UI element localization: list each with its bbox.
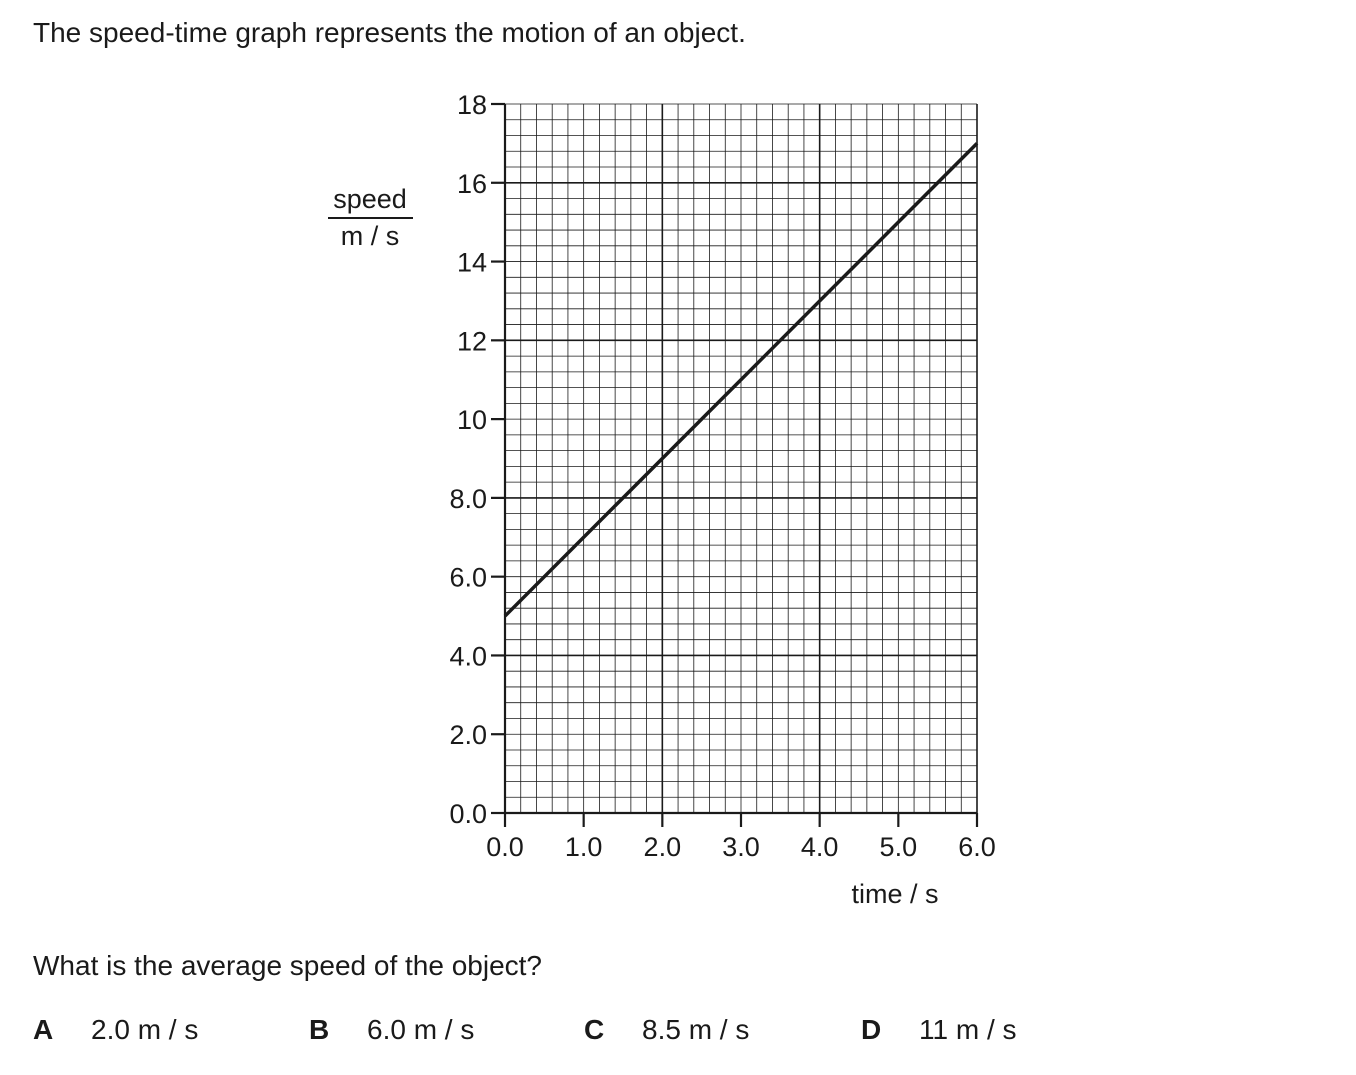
x-tick-label: 2.0 xyxy=(644,832,682,862)
x-tick-label: 4.0 xyxy=(801,832,839,862)
y-tick-labels: 0.0 2.0 4.0 6.0 8.0 10 12 14 16 18 xyxy=(449,90,487,829)
option-c-letter: C xyxy=(584,1014,605,1045)
y-tick-label: 6.0 xyxy=(449,563,487,593)
option-d-letter: D xyxy=(861,1014,882,1045)
x-axis-label: time / s xyxy=(851,879,938,909)
option-c-value: 8.5 m / s xyxy=(642,1014,750,1045)
question-intro: The speed-time graph represents the moti… xyxy=(33,17,746,48)
y-tick-label: 4.0 xyxy=(449,641,487,671)
y-tick-label: 8.0 xyxy=(449,484,487,514)
speed-time-graph: 0.0 2.0 4.0 6.0 8.0 10 12 14 16 18 0.0 1.0 2.0 3.0 4.… xyxy=(328,90,996,909)
y-tick-label: 14 xyxy=(457,248,487,278)
y-tick-label: 0.0 xyxy=(449,799,487,829)
x-tick-label: 5.0 xyxy=(880,832,918,862)
option-b-letter: B xyxy=(309,1014,330,1045)
tick-marks xyxy=(491,102,979,827)
y-tick-label: 2.0 xyxy=(449,720,487,750)
x-tick-labels: 0.0 1.0 2.0 3.0 4.0 5.0 6.0 xyxy=(486,832,996,862)
option-a-letter: A xyxy=(33,1014,54,1045)
x-tick-label: 6.0 xyxy=(958,832,996,862)
option-d-value: 11 m / s xyxy=(919,1014,1017,1045)
y-axis-label-unit: m / s xyxy=(341,221,400,251)
y-tick-label: 10 xyxy=(457,405,487,435)
y-tick-label: 12 xyxy=(457,326,487,356)
option-c[interactable]: C 8.5 m / s xyxy=(584,1014,749,1046)
x-tick-label: 1.0 xyxy=(565,832,603,862)
y-tick-label: 16 xyxy=(457,169,487,199)
series-layer xyxy=(503,142,979,618)
y-tick-label: 18 xyxy=(457,90,487,120)
x-tick-label: 3.0 xyxy=(722,832,760,862)
option-d[interactable]: D 11 m / s xyxy=(861,1014,1017,1046)
option-a-value: 2.0 m / s xyxy=(91,1014,199,1045)
question-prompt: What is the average speed of the object? xyxy=(33,950,542,981)
speed-line xyxy=(503,142,979,618)
x-tick-label: 0.0 xyxy=(486,832,524,862)
option-b[interactable]: B 6.0 m / s xyxy=(309,1014,474,1046)
answer-options: A 2.0 m / s B 6.0 m / s C 8.5 m / s D 11… xyxy=(33,1014,1333,1054)
option-b-value: 6.0 m / s xyxy=(367,1014,475,1045)
y-axis-label-quantity: speed xyxy=(333,184,407,214)
minor-grid xyxy=(504,103,978,814)
option-a[interactable]: A 2.0 m / s xyxy=(33,1014,198,1046)
